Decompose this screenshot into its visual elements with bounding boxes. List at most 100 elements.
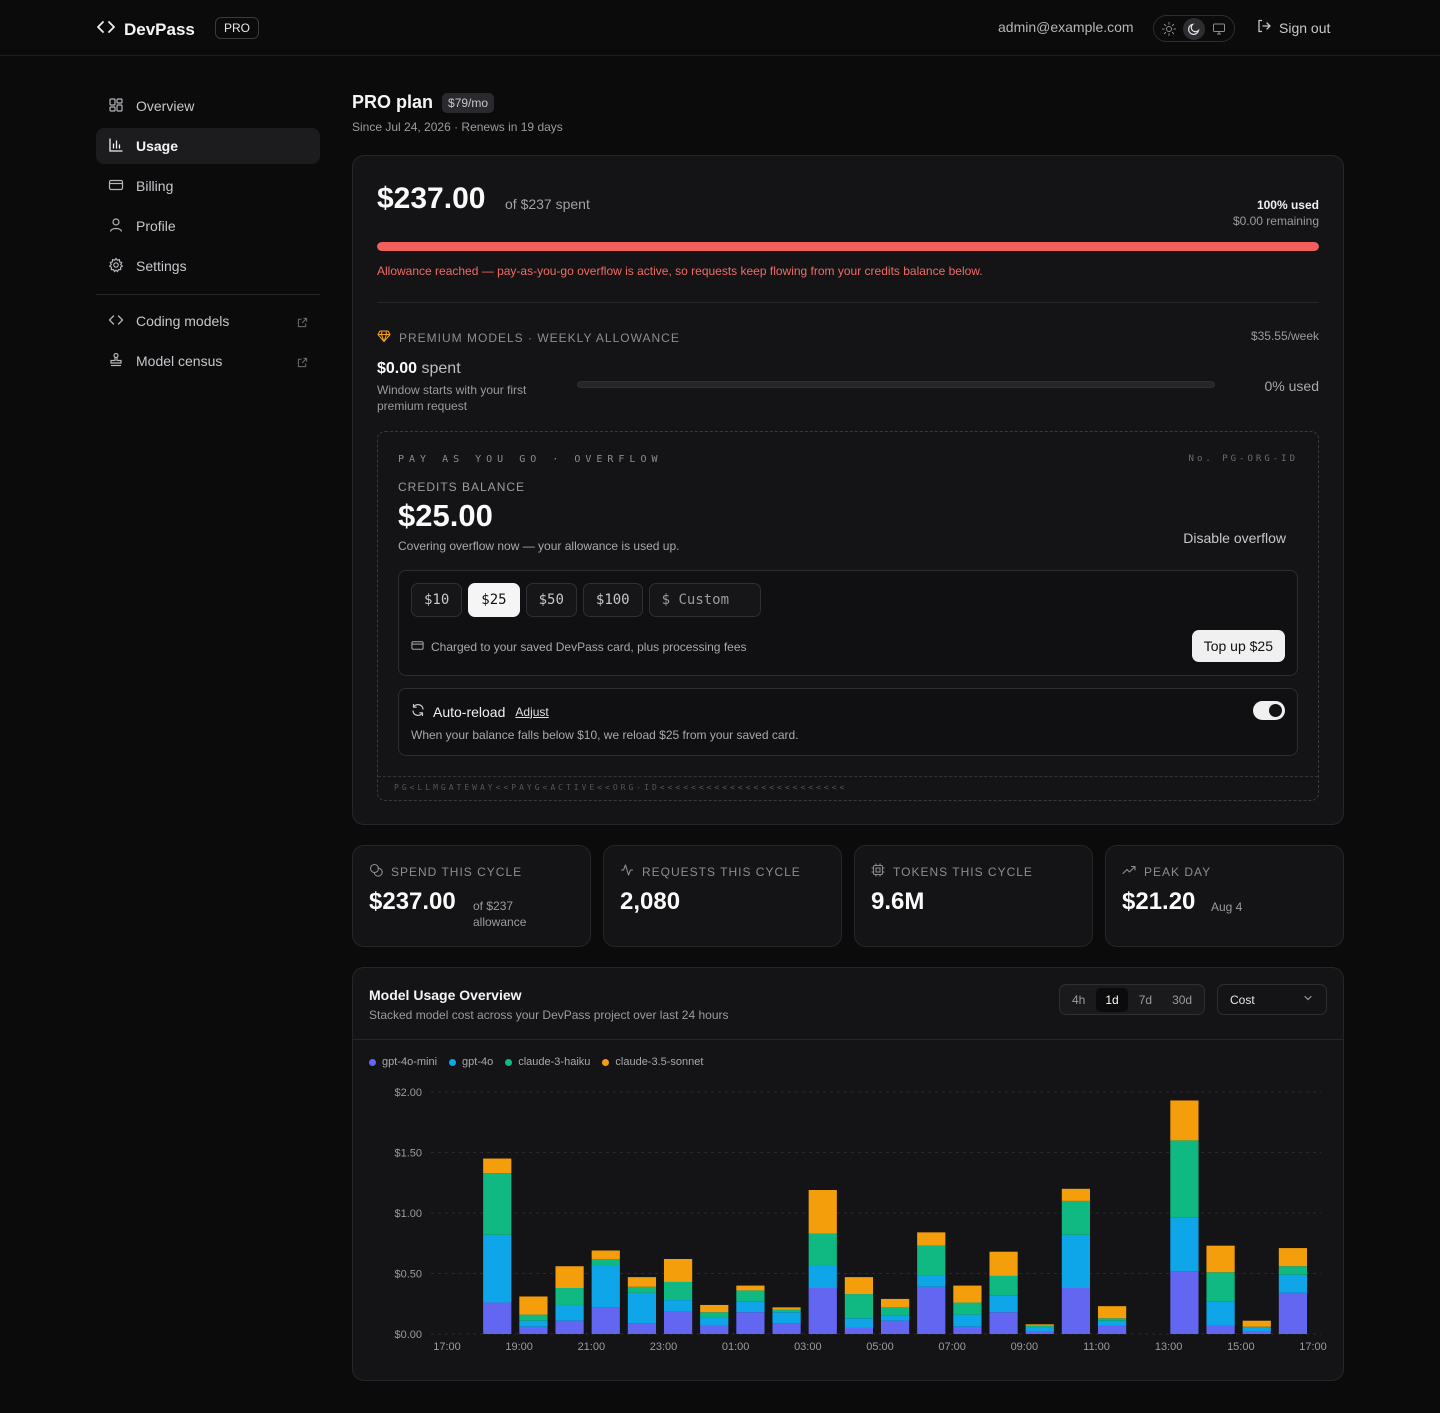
bar-segment	[880, 1298, 910, 1308]
metric-select[interactable]: Cost	[1217, 984, 1327, 1015]
x-tick-label: 17:00	[1299, 1341, 1327, 1353]
sidebar-item-overview[interactable]: Overview	[96, 88, 320, 124]
bar-segment	[483, 1158, 512, 1174]
amount-chip-100[interactable]: $100	[582, 583, 643, 617]
usage-chart-card: Model Usage Overview Stacked model cost …	[352, 967, 1344, 1381]
adjust-link[interactable]: Adjust	[515, 704, 549, 719]
bar-segment	[989, 1312, 1018, 1334]
code-icon	[108, 312, 124, 331]
stat-value: $21.20	[1122, 888, 1196, 915]
bar-segment	[1097, 1325, 1127, 1334]
range-30d[interactable]: 30d	[1172, 992, 1193, 1007]
stat-label: SPEND THIS CYCLE	[369, 863, 522, 880]
bar-segment	[1061, 1288, 1091, 1334]
range-4h[interactable]: 4h	[1072, 992, 1086, 1007]
bar-segment	[483, 1173, 512, 1235]
gem-icon	[377, 329, 391, 346]
sign-out-icon	[1256, 18, 1272, 37]
bar-segment	[519, 1320, 548, 1327]
sidebar-item-settings[interactable]: Settings	[96, 248, 320, 284]
x-tick-label: 13:00	[1155, 1341, 1183, 1353]
top-up-button[interactable]: Top up $25	[1191, 630, 1285, 662]
bar-segment	[1206, 1325, 1235, 1334]
sidebar-item-label: Usage	[136, 138, 179, 154]
bar-segment	[917, 1286, 946, 1334]
bar-segment	[880, 1307, 910, 1316]
legend-dot	[369, 1058, 376, 1066]
amount-chip-25[interactable]: $25	[468, 583, 520, 617]
bar-segment	[591, 1258, 620, 1266]
stat-card-requests: REQUESTS THIS CYCLE 2,080	[603, 845, 842, 947]
bar-segment	[917, 1275, 946, 1287]
sidebar-item-profile[interactable]: Profile	[96, 208, 320, 244]
payg-footer-divider	[378, 776, 1318, 777]
range-7d[interactable]: 7d	[1138, 992, 1153, 1007]
stat-label-text: REQUESTS THIS CYCLE	[642, 864, 801, 879]
allowance-progress-fill	[377, 242, 1319, 251]
bar-segment	[808, 1233, 837, 1266]
sidebar-item-usage[interactable]: Usage	[96, 128, 320, 164]
custom-amount-input[interactable]: $ Custom	[648, 583, 761, 617]
x-tick-label: 05:00	[866, 1341, 894, 1353]
x-tick-label: 17:00	[433, 1341, 461, 1353]
bar-segment	[1061, 1188, 1091, 1201]
auto-reload-toggle[interactable]	[1253, 701, 1285, 720]
bar-segment	[736, 1312, 765, 1334]
amount-chip-50[interactable]: $50	[525, 583, 577, 617]
refresh-icon	[411, 703, 425, 720]
payg-panel: PAY AS YOU GO · OVERFLOW No. PG-ORG-ID C…	[377, 431, 1319, 801]
allowance-remaining: $0.00 remaining	[1232, 214, 1319, 228]
sidebar-item-billing[interactable]: Billing	[96, 168, 320, 204]
top-bar: DevPass PRO admin@example.com Sign out	[0, 0, 1440, 56]
sidebar-item-label: Coding models	[136, 313, 230, 329]
bar-segment	[1061, 1234, 1091, 1289]
bar-segment	[663, 1281, 693, 1301]
sign-out-button[interactable]: Sign out	[1256, 18, 1330, 37]
auto-reload-description: When your balance falls below $10, we re…	[411, 728, 799, 742]
bar-segment	[519, 1296, 548, 1315]
bar-segment	[1206, 1245, 1235, 1273]
plan-subtitle: Since Jul 24, 2026 · Renews in 19 days	[352, 120, 563, 134]
bar-segment	[700, 1325, 729, 1334]
chevron-down-icon	[1302, 992, 1314, 1007]
bar-segment	[555, 1266, 584, 1289]
brand[interactable]: DevPass	[96, 17, 195, 42]
x-tick-label: 15:00	[1227, 1341, 1255, 1353]
stat-label-text: TOKENS THIS CYCLE	[893, 864, 1033, 879]
bar-segment	[953, 1326, 982, 1334]
toggle-knob	[1269, 704, 1282, 717]
stat-extra: Aug 4	[1211, 900, 1243, 914]
legend-item-claude-3.5-sonnet: claude-3.5-sonnet	[602, 1056, 703, 1068]
sidebar-item-model-census[interactable]: Model census	[96, 343, 320, 379]
bar-segment	[1206, 1272, 1235, 1302]
legend-label: claude-3-haiku	[518, 1056, 591, 1068]
sidebar-item-coding-models[interactable]: Coding models	[96, 303, 320, 339]
premium-label-text: PREMIUM MODELS · WEEKLY ALLOWANCE	[399, 330, 680, 345]
payg-heading: PAY AS YOU GO · OVERFLOW	[398, 454, 663, 465]
monitor-icon[interactable]	[1208, 18, 1230, 40]
x-tick-label: 23:00	[650, 1341, 678, 1353]
grid-icon	[108, 97, 124, 116]
range-1d[interactable]: 1d	[1096, 987, 1128, 1012]
page-title: PRO plan	[352, 92, 434, 112]
credit-card-icon	[411, 639, 424, 655]
bar-segment	[627, 1277, 657, 1287]
plan-badge: PRO	[215, 17, 260, 39]
amount-chip-10[interactable]: $10	[411, 583, 463, 617]
theme-toggle[interactable]	[1153, 15, 1235, 42]
premium-spent: $0.00 spent	[377, 360, 461, 378]
bar-segment	[627, 1286, 657, 1293]
bar-segment	[736, 1301, 765, 1313]
sidebar-item-label: Overview	[136, 98, 195, 114]
moon-icon[interactable]	[1182, 17, 1205, 40]
bar-segment	[1170, 1140, 1199, 1218]
external-link-icon	[297, 355, 308, 371]
disable-overflow-button[interactable]: Disable overflow	[1183, 530, 1286, 546]
sun-icon[interactable]	[1158, 18, 1180, 40]
bar-segment	[844, 1294, 874, 1319]
bar-segment	[555, 1320, 584, 1334]
bar-segment	[917, 1245, 946, 1276]
bar-segment	[772, 1309, 801, 1313]
y-tick-label: $1.00	[394, 1208, 422, 1220]
bar-segment	[736, 1290, 765, 1302]
